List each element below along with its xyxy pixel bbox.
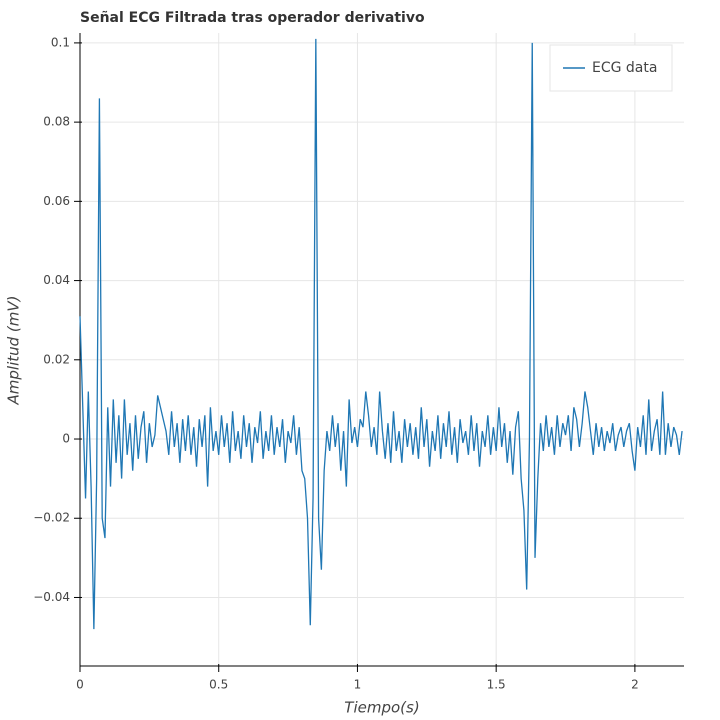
y-tick-label: 0.06: [43, 194, 70, 208]
y-axis-label: Amplitud (mV): [5, 296, 23, 406]
y-tick-label: 0.08: [43, 115, 70, 129]
x-axis-label: Tiempo(s): [344, 699, 419, 717]
y-tick-label: 0.02: [43, 352, 70, 366]
x-tick-label: 1: [354, 678, 362, 692]
legend-label: ECG data: [592, 60, 657, 76]
y-tick-label: −0.02: [33, 511, 70, 525]
y-tick-label: 0.1: [51, 35, 70, 49]
y-tick-label: 0.04: [43, 273, 70, 287]
chart-title: Señal ECG Filtrada tras operador derivat…: [80, 10, 425, 26]
y-tick-label: −0.04: [33, 590, 70, 604]
x-tick-label: 1.5: [487, 678, 506, 692]
data-line: [79, 38, 683, 630]
x-tick-label: 0.5: [209, 678, 228, 692]
x-tick-label: 2: [631, 678, 639, 692]
y-tick-label: 0: [62, 432, 70, 446]
x-tick-label: 0: [76, 678, 84, 692]
